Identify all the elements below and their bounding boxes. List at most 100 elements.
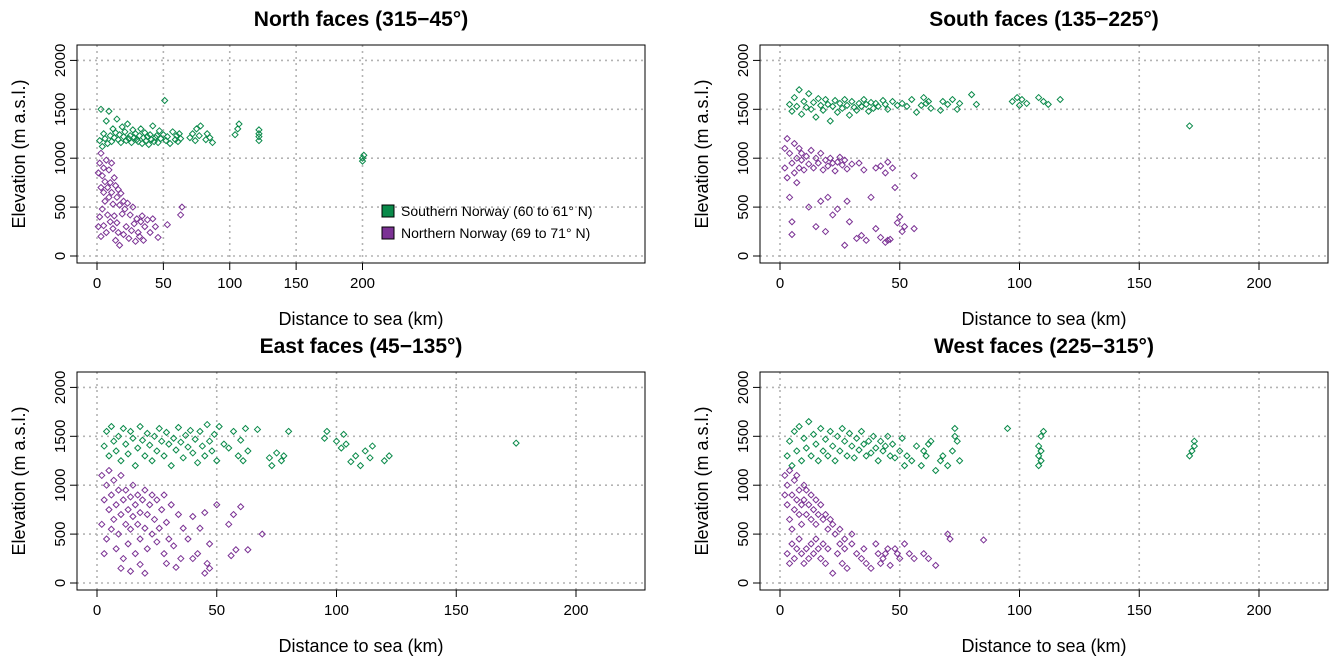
y-tick-label: 2000 [52,371,69,404]
data-point [195,131,203,140]
data-point [795,86,803,94]
data-point [833,108,842,116]
data-point [805,160,813,168]
x-tick-label: 0 [776,602,784,619]
data-point [127,226,136,235]
y-tick-label: 1000 [52,142,69,175]
data-point [852,234,861,243]
data-point [828,442,837,450]
legend-label: Northern Norway (69 to 71° N) [401,225,590,241]
data-point [812,222,820,231]
data-point [133,215,141,223]
data-point [107,525,116,533]
data-point [342,440,350,448]
data-point [193,549,202,558]
data-point [809,549,818,558]
data-point [118,210,126,218]
data-point [215,422,223,431]
data-point [848,540,856,548]
data-point [862,452,870,460]
data-point [802,486,811,494]
grid [760,45,1328,263]
data-point [814,159,823,167]
data-point [886,452,894,460]
data-point [872,164,880,172]
data-point [125,234,133,243]
data-point [124,540,132,548]
y-tick-label: 1000 [52,469,69,502]
data-point [862,100,870,109]
data-point [203,559,211,568]
data-point [110,515,118,524]
data-point [110,476,118,485]
data-point [244,546,252,554]
data-point [95,159,104,167]
data-point [145,441,154,449]
data-point [793,496,801,504]
data-point [809,430,818,439]
data-point [893,549,902,558]
data-point [1037,432,1045,441]
data-point [898,99,906,108]
data-point [323,427,331,436]
data-point [160,491,168,499]
data-point [807,105,815,114]
data-point [848,442,856,450]
data-point [166,139,174,148]
data-point [793,102,801,111]
data-point [220,440,228,448]
x-tick-label: 200 [350,275,375,292]
data-point [857,102,866,111]
data-point [872,540,880,548]
legend-swatch [381,226,395,240]
data-point [512,439,520,447]
data-point [809,505,818,514]
data-point [138,436,147,444]
data-point [272,449,281,457]
x-axis-label: Distance to sea (km) [278,309,443,329]
data-point [184,535,192,543]
data-point [201,569,209,577]
data-point [1039,97,1048,106]
data-point [101,197,109,205]
data-point [824,162,832,170]
data-point [201,452,209,460]
x-tick-label: 200 [1246,275,1271,292]
data-point [136,508,144,517]
data-point [149,215,157,223]
data-point [848,97,856,106]
data-point [869,432,878,441]
data-point [795,144,803,153]
data-point [840,241,849,249]
data-point [114,432,123,441]
data-point [817,197,825,205]
data-point [836,540,844,548]
data-point [119,197,128,205]
data-point [860,95,868,104]
data-point [192,125,201,133]
data-point [143,216,152,224]
data-point [1039,427,1048,436]
series-northern-norway [94,149,186,249]
data-point [824,193,832,202]
data-point [862,559,870,568]
data-point [831,457,839,465]
data-point [848,160,856,168]
data-point [332,437,341,445]
data-point [347,458,355,466]
data-point [793,178,801,187]
data-point [100,442,108,450]
data-point [874,457,882,465]
data-point [943,100,952,109]
y-tick-label: 2000 [52,44,69,77]
data-point [826,515,835,524]
data-point [819,515,827,524]
data-point [855,446,863,454]
data-point [809,164,818,172]
data-point [783,134,791,143]
data-point [181,431,190,440]
data-point [196,427,204,436]
data-point [852,106,861,114]
data-point [802,545,811,553]
data-point [127,138,136,147]
